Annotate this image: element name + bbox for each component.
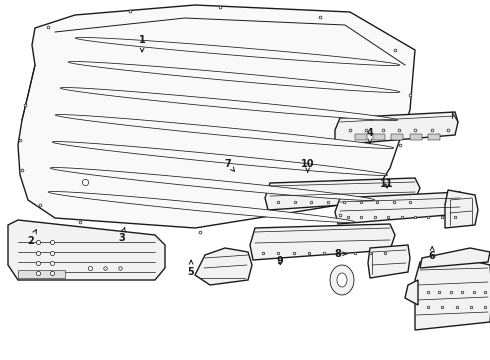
Polygon shape (60, 87, 398, 121)
Polygon shape (265, 178, 420, 210)
Text: 7: 7 (224, 159, 235, 171)
Text: 1: 1 (139, 35, 146, 52)
Text: 8: 8 (335, 249, 347, 259)
Polygon shape (8, 220, 165, 280)
Polygon shape (335, 112, 458, 145)
Polygon shape (68, 62, 400, 93)
Polygon shape (18, 5, 415, 228)
Bar (355, 134, 367, 140)
Polygon shape (420, 248, 490, 268)
Text: 5: 5 (188, 260, 195, 277)
Polygon shape (368, 245, 410, 278)
Polygon shape (55, 114, 394, 148)
Polygon shape (195, 248, 252, 285)
Text: 2: 2 (27, 230, 36, 246)
Bar (410, 134, 422, 140)
Bar (391, 134, 403, 140)
Bar (373, 134, 385, 140)
Polygon shape (75, 37, 400, 66)
Text: 9: 9 (277, 256, 284, 266)
Polygon shape (48, 192, 355, 222)
Polygon shape (337, 273, 347, 287)
Polygon shape (330, 265, 354, 295)
Bar (428, 134, 440, 140)
Polygon shape (415, 258, 490, 330)
Polygon shape (50, 167, 375, 201)
Text: 11: 11 (380, 179, 394, 189)
Polygon shape (18, 270, 65, 278)
Text: 4: 4 (367, 128, 373, 144)
Text: 10: 10 (301, 159, 315, 172)
Polygon shape (445, 190, 478, 228)
Polygon shape (52, 141, 388, 175)
Text: 6: 6 (429, 247, 436, 261)
Polygon shape (250, 224, 395, 260)
Text: 3: 3 (118, 227, 125, 243)
Polygon shape (335, 192, 465, 224)
Polygon shape (405, 280, 418, 305)
